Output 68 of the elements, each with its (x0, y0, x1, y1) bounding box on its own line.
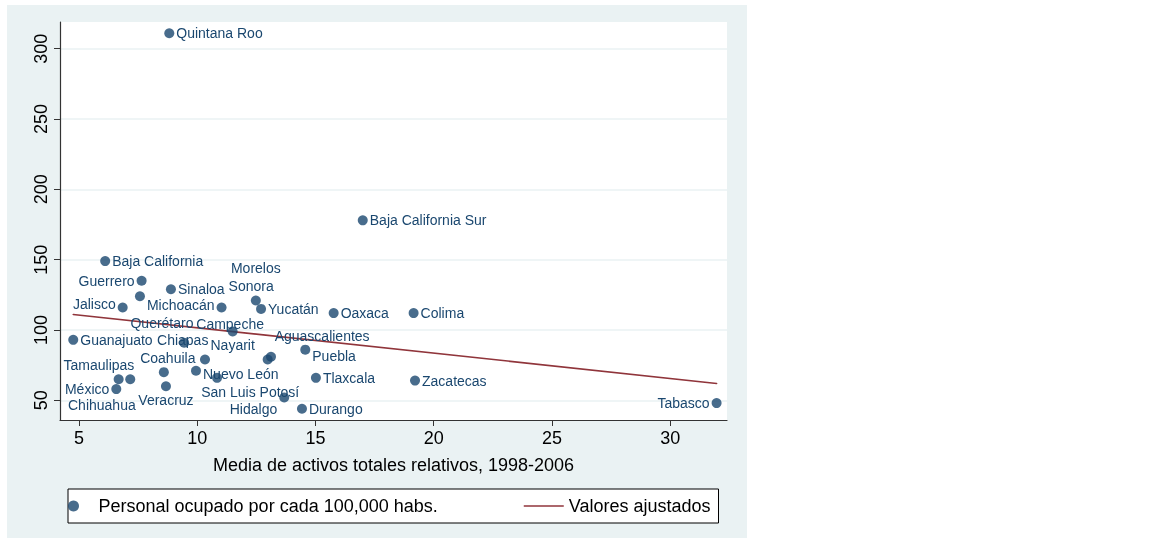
x-tick-label: 30 (660, 428, 681, 448)
point (200, 354, 210, 365)
annotation: San Luis Potosí (201, 383, 300, 400)
point (328, 308, 339, 319)
annotation: México (64, 381, 110, 398)
annotation: Morelos (230, 260, 281, 277)
legend-label: Personal ocupado por cada 100,000 habs. (98, 496, 438, 516)
annotation: Sonora (228, 278, 274, 295)
annotation: Baja California Sur (369, 212, 487, 229)
point (300, 344, 311, 355)
annotation: Tamaulipas (63, 357, 135, 374)
annotation: Zacatecas (422, 372, 487, 389)
annotation: Veracruz (138, 392, 194, 409)
annotation: Chihuahua (67, 397, 136, 414)
annotation: Oaxaca (340, 305, 390, 322)
point (125, 374, 136, 385)
annotation: Durango (308, 400, 363, 417)
point (165, 284, 176, 295)
annotation: Coahuila (140, 350, 196, 367)
point (134, 291, 145, 302)
point (113, 374, 124, 385)
annotation: Quintana Roo (176, 25, 263, 42)
annotation: Sinaloa (177, 281, 225, 298)
annotation: Puebla (312, 347, 357, 364)
point (250, 295, 261, 306)
annotation: Guerrero (78, 272, 135, 289)
annotation: Colima (420, 305, 465, 322)
point (111, 384, 122, 395)
point (310, 372, 321, 383)
x-tick-label: 5 (73, 428, 84, 448)
point (256, 303, 267, 314)
x-axis-title: Media de activos totales relativos, 1998-2006 (212, 455, 575, 475)
point (408, 308, 419, 319)
annotation: Guanajuato (80, 331, 153, 348)
point (100, 256, 111, 267)
annotation: Tabasco (657, 395, 710, 412)
point (164, 28, 175, 39)
annotation: Aguascalientes (274, 327, 370, 344)
annotation: Campeche (196, 315, 265, 332)
point (160, 381, 171, 392)
y-tick-label: 100 (31, 314, 51, 346)
point (711, 398, 722, 409)
annotation: Hidalgo (229, 401, 278, 418)
y-tick-label: 300 (31, 33, 51, 64)
point (158, 367, 169, 378)
x-tick-label: 25 (541, 428, 562, 448)
x-tick-label: 10 (187, 428, 208, 448)
annotation: Baja California (112, 253, 204, 270)
y-tick-label: 250 (31, 104, 51, 135)
x-tick-label: 20 (423, 428, 444, 448)
point (117, 302, 128, 313)
x-tick-label: 15 (305, 428, 326, 448)
point (216, 302, 227, 313)
point (410, 375, 421, 386)
y-tick-label: 50 (31, 390, 51, 411)
point (296, 403, 307, 414)
annotation: Nayarit (210, 337, 255, 354)
annotation: Jalisco (72, 296, 116, 313)
y-tick-label: 200 (31, 174, 51, 205)
point (136, 275, 147, 286)
point (68, 334, 79, 345)
y-tick-label: 150 (31, 244, 51, 275)
annotation: Tlaxcala (322, 369, 376, 386)
annotation: Michoacán (146, 297, 215, 314)
annotation: Yucatán (268, 300, 319, 317)
legend-label: Valores ajustados (568, 496, 711, 516)
point (357, 215, 368, 226)
point (191, 365, 201, 376)
